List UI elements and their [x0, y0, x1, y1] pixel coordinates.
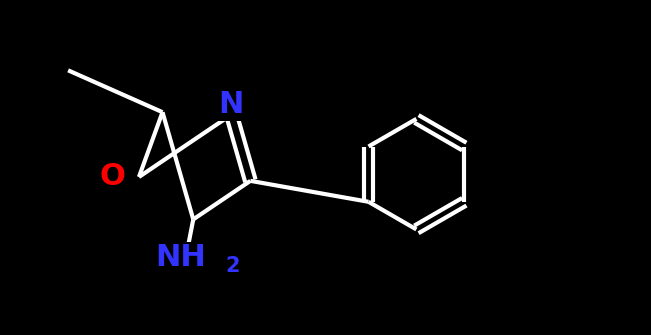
Text: N: N	[219, 90, 244, 119]
Text: NH: NH	[155, 244, 206, 272]
Text: O: O	[100, 162, 126, 192]
Text: 2: 2	[225, 256, 240, 276]
